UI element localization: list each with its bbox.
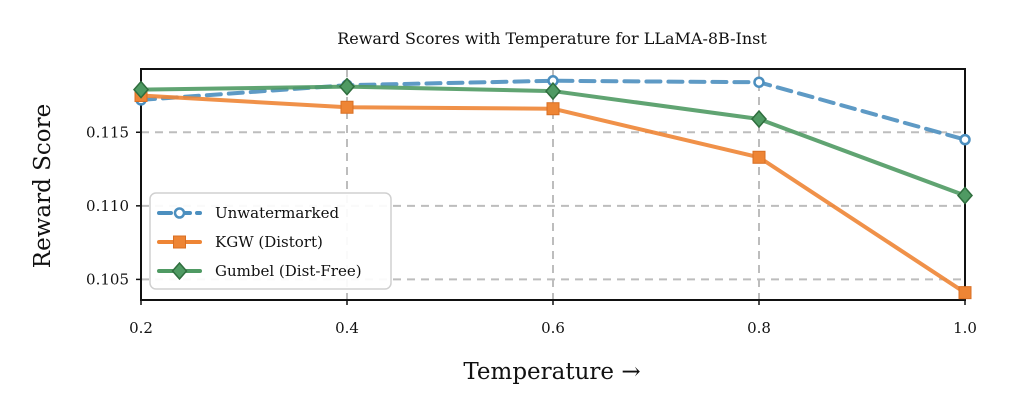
y-tick-label: 0.110 — [86, 197, 129, 215]
legend-item-unwatermarked: Unwatermarked — [157, 204, 339, 222]
y-tick-label: 0.105 — [86, 270, 129, 288]
x-tick-label: 0.2 — [129, 319, 153, 337]
chart-title: Reward Scores with Temperature for LLaMA… — [337, 29, 767, 48]
kgw-distort-point — [752, 150, 766, 164]
y-axis-label: Reward Score — [30, 104, 56, 268]
legend-item-gumbel-dist-free: Gumbel (Dist-Free) — [157, 261, 362, 281]
unwatermarked-point — [753, 76, 765, 88]
series-layer — [133, 75, 973, 300]
x-tick-label: 1.0 — [953, 319, 977, 337]
kgw-distort-point — [546, 102, 560, 116]
gumbel-dist-free-point — [133, 80, 149, 99]
legend-box — [149, 192, 392, 290]
legend-item-kgw-distort: KGW (Distort) — [157, 233, 323, 251]
axis-layer: 0.2 0.4 0.6 0.8 1.0 0.105 0.110 0.115 — [86, 68, 977, 337]
kgw-distort-point — [958, 286, 972, 300]
legend: Unwatermarked KGW (Distort) Gumbel (Dist-F… — [149, 192, 392, 290]
x-tick-label: 0.6 — [541, 319, 565, 337]
y-tick-label: 0.115 — [86, 123, 129, 141]
legend-label: Gumbel (Dist-Free) — [215, 262, 362, 280]
gumbel-dist-free-point — [957, 186, 973, 205]
series-gumbel-dist-free — [133, 77, 973, 205]
legend-marker-swatch — [171, 261, 188, 281]
unwatermarked-point — [959, 133, 971, 146]
legend-marker-swatch — [173, 235, 186, 249]
legend-label: KGW (Distort) — [215, 233, 323, 251]
x-tick-label: 0.8 — [747, 319, 771, 337]
x-axis-label: Temperature → — [463, 359, 640, 385]
plot-frame — [140, 68, 966, 301]
gumbel-dist-free-point — [339, 77, 355, 96]
x-tick-label: 0.4 — [335, 319, 359, 337]
legend-label: Unwatermarked — [215, 204, 339, 222]
kgw-distort-point — [340, 100, 354, 114]
gumbel-dist-free-point — [751, 109, 767, 129]
grid-layer — [141, 69, 965, 300]
gumbel-dist-free-point — [545, 81, 561, 101]
unwatermarked-line — [139, 78, 967, 142]
legend-marker-swatch — [173, 207, 186, 219]
